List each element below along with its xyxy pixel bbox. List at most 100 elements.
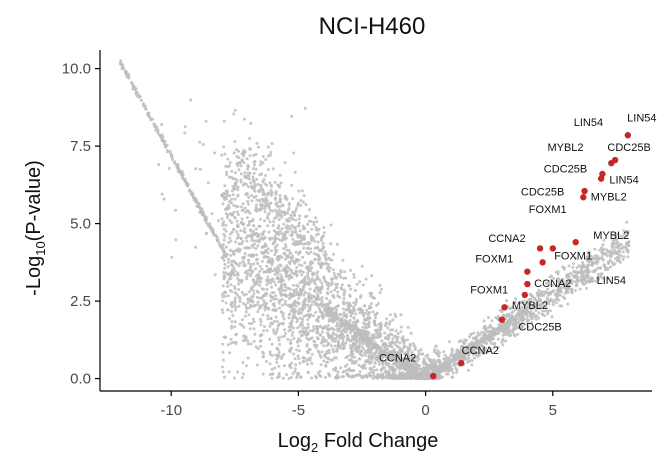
background-point (572, 269, 576, 273)
background-point (235, 230, 239, 234)
background-point (311, 273, 315, 277)
background-point (266, 168, 270, 172)
background-point (287, 203, 291, 207)
background-point (322, 231, 326, 235)
background-point (350, 324, 353, 328)
background-point (308, 313, 312, 317)
background-point (309, 269, 313, 273)
background-point (306, 230, 310, 234)
background-point (233, 184, 237, 188)
background-point (171, 158, 174, 162)
background-point (322, 303, 326, 307)
background-point (293, 367, 297, 371)
background-point (625, 230, 629, 234)
background-point (346, 308, 350, 312)
background-point (345, 368, 349, 372)
background-point (285, 266, 289, 270)
y-axis-title-post: (P-value) (23, 160, 45, 241)
background-point (594, 260, 598, 264)
background-point (230, 169, 234, 173)
background-point (204, 119, 208, 123)
background-point (358, 373, 361, 377)
background-point (602, 238, 606, 242)
background-point (316, 253, 320, 257)
background-point (344, 320, 348, 324)
background-point (285, 294, 289, 298)
background-point (238, 297, 242, 301)
background-point (326, 324, 330, 327)
background-point (600, 250, 604, 254)
background-point (289, 309, 293, 313)
background-point (316, 287, 320, 291)
background-point (223, 375, 226, 379)
background-point (442, 350, 446, 354)
background-point (341, 332, 345, 336)
background-point (376, 302, 380, 306)
background-point (236, 233, 240, 237)
background-point (237, 288, 241, 291)
background-point (290, 224, 294, 228)
background-point (334, 286, 338, 290)
background-point (125, 74, 129, 78)
background-point (363, 311, 367, 315)
background-point (324, 258, 328, 262)
background-point (566, 302, 570, 306)
gene-label: CCNA2 (488, 233, 525, 245)
background-point (201, 143, 205, 146)
background-point (333, 288, 337, 292)
background-point (254, 194, 258, 198)
background-point (380, 375, 384, 379)
background-point (245, 306, 248, 310)
background-point (305, 250, 309, 254)
background-point (250, 322, 254, 326)
background-point (335, 304, 339, 308)
background-point (284, 230, 288, 234)
background-point (309, 247, 313, 251)
background-point (221, 295, 225, 299)
background-point (284, 273, 288, 277)
background-point (352, 342, 356, 345)
background-point (463, 342, 466, 345)
background-point (615, 232, 618, 236)
background-point (298, 250, 302, 254)
background-point (578, 287, 582, 291)
background-point (479, 348, 483, 352)
background-point (373, 361, 377, 365)
x-axis-title-subscript: 2 (311, 440, 318, 455)
background-point (598, 266, 602, 270)
background-point (525, 315, 529, 319)
background-point (237, 168, 241, 172)
background-point (222, 238, 226, 242)
background-point (245, 239, 249, 243)
background-point (529, 316, 533, 319)
background-point (221, 342, 225, 346)
background-point (350, 374, 354, 378)
background-point (422, 359, 426, 363)
background-point (299, 203, 303, 207)
background-point (234, 204, 238, 208)
background-point (424, 354, 428, 358)
background-point (501, 338, 505, 342)
y-tick-label: 5.0 (70, 216, 91, 233)
background-point (559, 287, 563, 291)
background-point (266, 275, 270, 279)
background-point (410, 355, 414, 358)
background-point (312, 339, 316, 343)
background-point (292, 272, 296, 276)
background-point (394, 335, 398, 339)
background-point (220, 308, 224, 312)
background-point (337, 318, 341, 322)
background-point (302, 227, 306, 231)
background-point (308, 356, 312, 360)
background-point (557, 277, 561, 281)
background-point (242, 293, 246, 297)
background-point (529, 310, 533, 314)
background-point (332, 271, 336, 275)
gene-label: LIN54 (574, 117, 603, 129)
background-point (335, 324, 339, 327)
background-point (416, 359, 420, 363)
background-point (252, 160, 256, 164)
background-point (322, 246, 326, 250)
background-point (359, 349, 363, 353)
